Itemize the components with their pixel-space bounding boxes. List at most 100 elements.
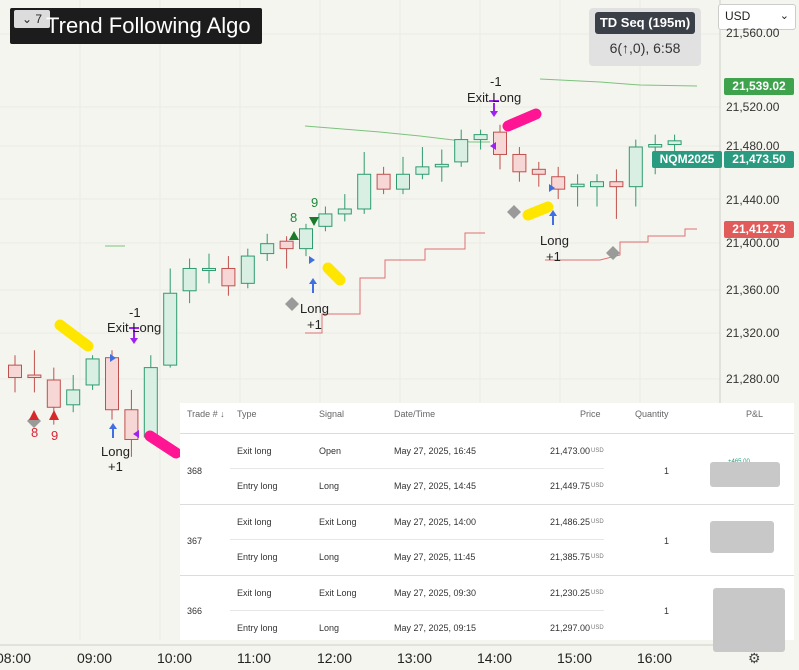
td-diamond-icon (285, 297, 299, 311)
cell-price: 21,449.75 (550, 481, 591, 491)
strategy-title: Trend Following Algo (46, 13, 251, 38)
table-row[interactable]: Entry long Long May 27, 2025, 14:45 21,4… (180, 469, 794, 503)
candle-body (240, 255, 255, 284)
price-axis-label: 21,280.00 (726, 372, 780, 386)
td-seq-status: 6(↑,0), 6:58 (609, 40, 681, 56)
candle-body (260, 243, 275, 255)
cell-datetime: May 27, 2025, 11:45 (394, 552, 476, 562)
row-separator (180, 575, 794, 576)
trade-list-panel[interactable]: Trade # ↓ Type Signal Date/Time Price Qu… (180, 403, 794, 652)
col-header-type[interactable]: Type (237, 409, 257, 419)
td-sell-setup-icon (29, 410, 39, 420)
time-axis-label: 12:00 (317, 650, 353, 666)
exit-arrow-icon (490, 111, 498, 117)
signal-triangle-icon (490, 142, 496, 150)
cell-type: Exit long (237, 517, 272, 527)
col-header-price[interactable]: Price (580, 409, 601, 419)
candle-body (590, 181, 604, 188)
trade-number: 367 (187, 536, 203, 546)
candle-body (667, 140, 682, 146)
col-header-datetime[interactable]: Date/Time (394, 409, 436, 419)
table-row[interactable]: Entry long Long May 27, 2025, 11:45 21,3… (180, 540, 794, 574)
table-row[interactable]: Exit long Exit Long May 27, 2025, 09:30 … (180, 576, 794, 610)
cell-datetime: May 27, 2025, 09:15 (394, 623, 477, 633)
cell-type: Entry long (237, 552, 278, 562)
exit-qty-label: -1 (490, 74, 502, 89)
td-seq-indicator-panel[interactable]: TD Seq (195m) 6(↑,0), 6:58 (589, 8, 701, 66)
candle-body (66, 389, 81, 406)
time-axis-label: 14:00 (477, 650, 513, 666)
strategy-title-box[interactable]: ⌄ 7 Trend Following Algo (10, 8, 262, 44)
candle-body (357, 173, 372, 210)
cell-signal: Open (319, 446, 342, 456)
candle-body (512, 153, 527, 173)
signal-triangle-icon (110, 354, 116, 362)
row-separator (180, 433, 794, 434)
cell-price-unit: USD (591, 448, 604, 454)
price-axis-label: 21,360.00 (726, 283, 780, 297)
candle-body (163, 292, 178, 366)
trade-number: 366 (187, 606, 203, 616)
time-axis-label: 16:00 (637, 650, 673, 666)
time-axis-label: 11:00 (237, 650, 271, 666)
cell-price-unit: USD (591, 590, 604, 596)
candle-body (279, 240, 294, 250)
pnl-redacted-block (710, 521, 774, 553)
yellow-highlight (322, 262, 346, 286)
exit-qty-label: -1 (129, 305, 141, 320)
currency-label: USD (725, 9, 751, 23)
cell-signal: Exit Long (319, 588, 357, 598)
td-diamond-icon (606, 246, 620, 260)
candle-body (182, 267, 197, 292)
candle-body (415, 166, 430, 175)
candle-body (531, 168, 546, 175)
settings-gear-icon[interactable]: ⚙ (748, 650, 761, 666)
candle-body (570, 183, 585, 188)
cell-datetime: May 27, 2025, 14:45 (394, 481, 477, 491)
candle-body (628, 146, 643, 188)
cell-datetime: May 27, 2025, 09:30 (394, 588, 477, 598)
price-axis-label: 21,520.00 (726, 100, 780, 114)
price-tag-upper: 21,539.02 (724, 78, 794, 95)
cell-type: Entry long (237, 623, 278, 633)
price-axis-label: 21,560.00 (726, 26, 780, 40)
cell-signal: Long (319, 623, 340, 633)
col-header-trade[interactable]: Trade # ↓ (187, 409, 225, 419)
table-row[interactable]: Entry long Long May 27, 2025, 09:15 21,2… (180, 611, 794, 645)
col-header-quantity[interactable]: Quantity (635, 409, 669, 419)
table-row[interactable]: Exit long Exit Long May 27, 2025, 14:00 … (180, 505, 794, 539)
table-row[interactable]: Exit long Open May 27, 2025, 16:45 21,47… (180, 434, 794, 468)
cell-datetime: May 27, 2025, 16:45 (394, 446, 477, 456)
pnl-redacted-block (713, 588, 785, 652)
td-count-label: 9 (311, 195, 319, 210)
long-label: Long (300, 301, 329, 316)
td-count-label: 8 (31, 425, 39, 440)
cell-price: 21,230.25 (550, 588, 591, 598)
candle-body (609, 181, 624, 188)
candle-body (648, 144, 663, 148)
price-axis-label: 21,400.00 (726, 236, 780, 250)
cell-price-unit: USD (591, 519, 604, 525)
col-header-signal[interactable]: Signal (319, 409, 345, 419)
cell-price: 21,385.75 (550, 552, 591, 562)
currency-select[interactable]: USD ⌄ (718, 4, 796, 30)
upper-band-line (539, 78, 698, 87)
td-buy-setup-icon (289, 231, 299, 240)
trade-quantity: 1 (664, 606, 670, 616)
yellow-highlight (54, 319, 94, 352)
td-count-label: 9 (51, 428, 59, 443)
td-count-label: 8 (290, 210, 298, 225)
exit-long-label: Exit Long (467, 90, 522, 105)
collapse-chevron-icon[interactable]: ⌄ 7 (14, 10, 50, 28)
price-tag-lower: 21,412.73 (724, 221, 794, 238)
long-entry-arrow-icon (309, 278, 317, 284)
time-axis-label: 15:00 (557, 650, 593, 666)
symbol-tag: NQM2025 (652, 151, 722, 168)
entry-qty-label: +1 (307, 317, 322, 332)
col-header-pnl[interactable]: P&L (746, 409, 764, 419)
long-label: Long (101, 444, 130, 459)
trade-number: 368 (187, 466, 203, 476)
candle-body (143, 367, 158, 438)
price-axis-label: 21,320.00 (726, 326, 780, 340)
